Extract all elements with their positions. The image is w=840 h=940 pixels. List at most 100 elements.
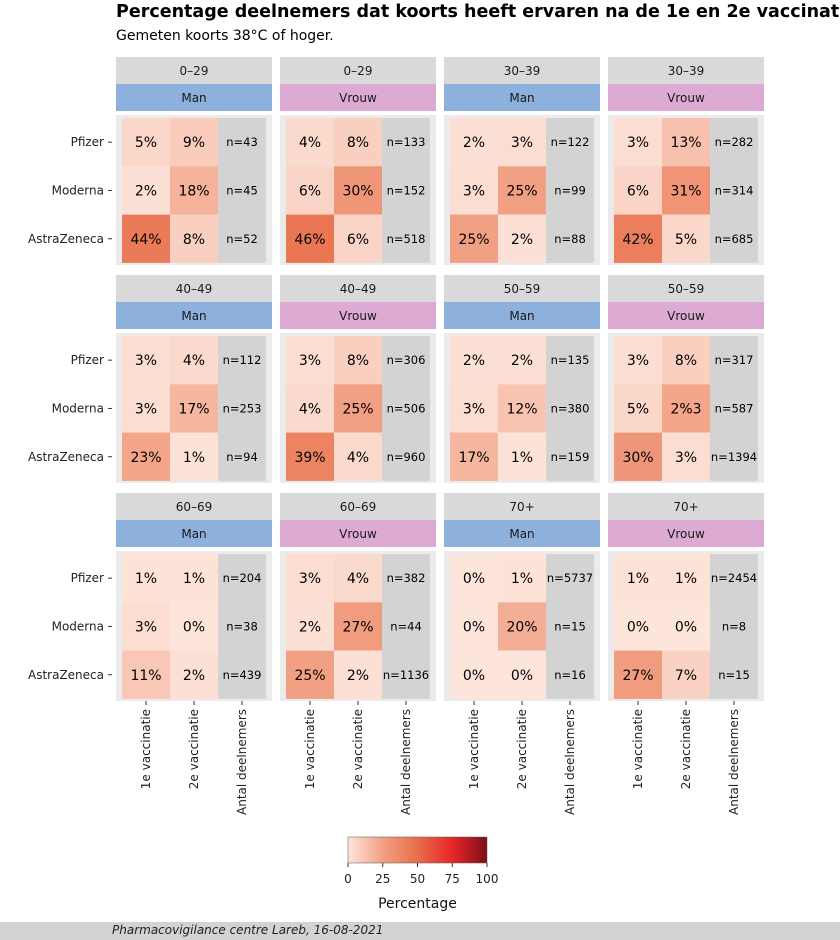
age-label: 60–69 — [340, 500, 377, 514]
heat-cell-1e — [614, 650, 662, 699]
heat-cell-1e — [122, 432, 170, 481]
sex-strip — [444, 84, 600, 111]
col-label: 2e vaccinatie — [679, 709, 693, 789]
col-label: 1e vaccinatie — [467, 709, 481, 789]
sex-label: Vrouw — [339, 91, 377, 105]
sex-strip — [116, 520, 272, 547]
count-value: n=135 — [551, 353, 590, 367]
heat-cell-1e — [450, 432, 498, 481]
count-value: n=382 — [387, 571, 426, 585]
heat-cell-1e — [286, 432, 334, 481]
sex-label: Man — [509, 309, 534, 323]
cell-value-2e: 2% — [347, 668, 369, 684]
row-label: Moderna — [52, 401, 104, 415]
legend-title: Percentage — [378, 896, 457, 912]
age-strip — [280, 275, 436, 302]
legend-tick-label: 75 — [445, 872, 460, 886]
count-cell — [218, 432, 266, 481]
count-value: n=5737 — [547, 571, 593, 585]
cell-value-1e: 23% — [130, 450, 161, 466]
age-strip — [280, 493, 436, 520]
chart-title: Percentage deelnemers dat koorts heeft e… — [116, 2, 840, 22]
age-strip — [116, 275, 272, 302]
cell-value-2e: 7% — [675, 668, 697, 684]
heat-cell-2e — [498, 336, 546, 385]
cell-value-1e: 46% — [294, 232, 325, 248]
cell-value-1e: 39% — [294, 450, 325, 466]
sex-strip — [116, 302, 272, 329]
sex-strip — [444, 520, 600, 547]
heat-cell-2e — [170, 336, 218, 385]
age-strip — [444, 493, 600, 520]
heat-cell-2e — [662, 602, 710, 651]
legend-tick-label: 50 — [410, 872, 425, 886]
count-cell — [218, 650, 266, 699]
cell-value-2e: 4% — [183, 353, 205, 369]
cell-value-1e: 0% — [627, 619, 649, 635]
age-strip — [608, 493, 764, 520]
cell-value-1e: 6% — [627, 183, 649, 199]
cell-value-2e: 8% — [347, 135, 369, 151]
col-label: 2e vaccinatie — [515, 709, 529, 789]
heat-cell-1e — [614, 554, 662, 603]
age-strip — [608, 57, 764, 84]
cell-value-1e: 3% — [299, 571, 321, 587]
count-cell — [710, 432, 758, 481]
heat-cell-2e — [170, 384, 218, 433]
cell-value-2e: 3% — [675, 450, 697, 466]
heat-cell-2e — [334, 384, 382, 433]
count-value: n=587 — [715, 401, 754, 415]
count-cell — [710, 336, 758, 385]
heat-cell-1e — [614, 166, 662, 215]
count-value: n=439 — [223, 668, 262, 682]
count-cell — [546, 602, 594, 651]
row-label: Moderna — [52, 183, 104, 197]
heat-cell-1e — [450, 384, 498, 433]
heat-cell-1e — [122, 554, 170, 603]
sex-label: Vrouw — [667, 527, 705, 541]
heat-cell-2e — [334, 166, 382, 215]
age-label: 70+ — [509, 500, 534, 514]
heat-cell-1e — [450, 214, 498, 263]
col-label: 1e vaccinatie — [139, 709, 153, 789]
count-cell — [382, 432, 430, 481]
heat-cell-1e — [122, 602, 170, 651]
cell-value-1e: 3% — [135, 401, 157, 417]
heat-cell-1e — [614, 336, 662, 385]
cell-value-1e: 2% — [135, 183, 157, 199]
cell-value-1e: 0% — [463, 619, 485, 635]
cell-value-2e: 0% — [183, 619, 205, 635]
heat-cell-2e — [498, 602, 546, 651]
chart-subtitle: Gemeten koorts 38°C of hoger. — [116, 28, 334, 44]
age-strip — [280, 57, 436, 84]
count-value: n=314 — [715, 183, 754, 197]
heat-cell-1e — [286, 166, 334, 215]
heat-cell-2e — [334, 650, 382, 699]
count-value: n=1394 — [711, 450, 757, 464]
count-cell — [218, 214, 266, 263]
heat-cell-2e — [498, 650, 546, 699]
count-value: n=44 — [390, 619, 422, 633]
row-label: AstraZeneca — [28, 668, 104, 682]
cell-value-1e: 3% — [627, 135, 649, 151]
cell-value-2e: 8% — [347, 353, 369, 369]
count-cell — [382, 650, 430, 699]
cell-value-1e: 2% — [299, 619, 321, 635]
heat-cell-2e — [170, 602, 218, 651]
heatmap-chart: 0–29 Man 5% 9% n=43 2% 18% n=45 44% 8% n=52 Pfizer M… — [28, 57, 764, 912]
count-value: n=1136 — [383, 668, 429, 682]
age-strip — [444, 275, 600, 302]
cell-value-1e: 6% — [299, 183, 321, 199]
col-label: Antal deelnemers — [563, 709, 577, 815]
heat-cell-2e — [170, 166, 218, 215]
cell-value-2e: 17% — [178, 401, 209, 417]
cell-value-1e: 27% — [622, 668, 653, 684]
cell-value-1e: 1% — [627, 571, 649, 587]
count-cell — [710, 166, 758, 215]
heat-cell-2e — [498, 118, 546, 167]
heat-cell-2e — [498, 166, 546, 215]
row-label: Moderna — [52, 619, 104, 633]
cell-value-1e: 4% — [299, 135, 321, 151]
cell-value-2e: 1% — [675, 571, 697, 587]
col-label: 2e vaccinatie — [351, 709, 365, 789]
